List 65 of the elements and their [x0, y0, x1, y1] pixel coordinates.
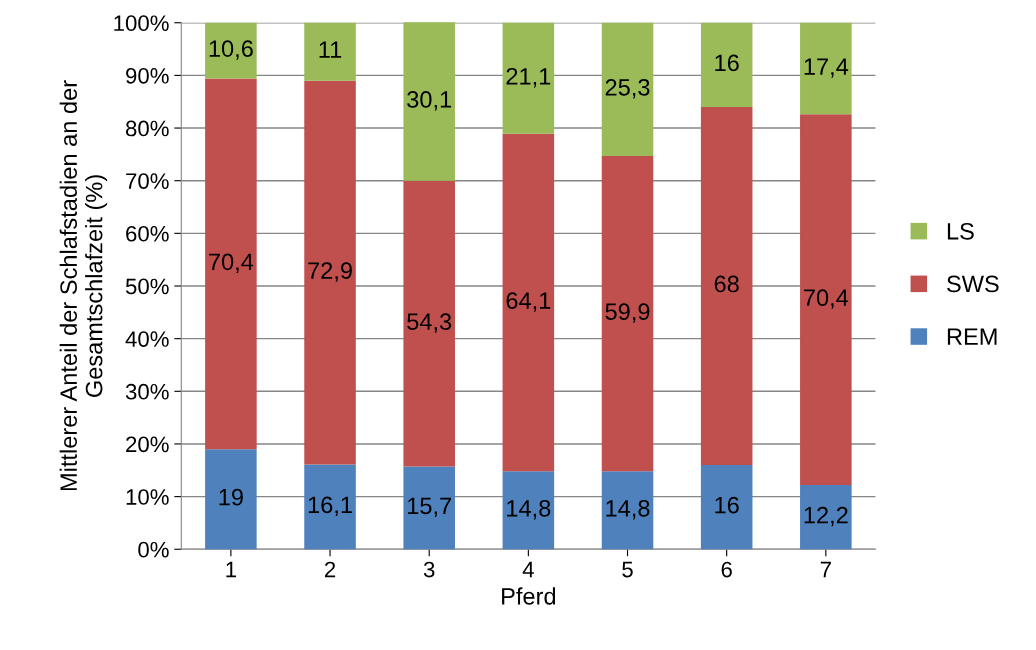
bar	[601, 471, 654, 550]
x-axis-title: Pferd	[502, 587, 556, 605]
data-label: 16	[715, 54, 739, 72]
y-tick-label: 30%	[125, 383, 169, 400]
y-tick-label: 90%	[126, 67, 169, 84]
bar	[601, 155, 654, 472]
bar	[304, 464, 356, 550]
data-label: 16	[715, 496, 739, 514]
y-tick-label: 40%	[125, 331, 169, 347]
bar	[205, 78, 257, 450]
bar	[502, 22, 555, 134]
data-label: 15,7	[408, 497, 451, 518]
data-label: 25,3	[605, 78, 650, 99]
legend-label: SWS	[947, 275, 999, 293]
data-label: 68	[714, 275, 739, 293]
data-label: 17,4	[804, 58, 849, 78]
bar	[700, 106, 753, 466]
bar	[304, 80, 356, 465]
x-tick-label: 1	[226, 561, 236, 578]
bar	[304, 22, 356, 81]
y-tick-label: 70%	[126, 173, 169, 189]
x-tick-label: 3	[423, 561, 435, 578]
bar	[800, 114, 852, 486]
x-tick-label: 5	[622, 561, 633, 578]
data-label: 30,1	[407, 91, 452, 111]
y-tick-label: 60%	[126, 225, 169, 242]
y-tick-label: 20%	[126, 436, 169, 453]
y-tick-label: 100%	[114, 15, 169, 32]
y-tick-label: 50%	[125, 278, 169, 295]
bar	[800, 22, 852, 115]
data-label: 64,1	[506, 292, 551, 312]
x-tick-label: 7	[820, 561, 831, 578]
bar	[601, 22, 654, 156]
data-label: 54,3	[407, 313, 452, 333]
data-label: 16,1	[308, 496, 352, 516]
data-label: 10,6	[209, 40, 253, 60]
bar	[800, 485, 852, 550]
y-tick-label: 10%	[126, 489, 169, 505]
data-label: 21,1	[506, 67, 551, 88]
x-tick-label: 2	[324, 561, 336, 578]
bar	[403, 466, 455, 550]
bar	[403, 22, 455, 181]
bar	[403, 180, 455, 467]
bar	[700, 22, 753, 107]
bar	[502, 133, 555, 472]
data-label: 70,4	[209, 253, 254, 274]
data-label: 14,8	[507, 499, 551, 520]
y-tick-label: 0%	[138, 541, 169, 558]
x-tick-label: 4	[522, 561, 534, 578]
legend-label: LS	[947, 222, 974, 240]
bar	[205, 22, 257, 79]
bar	[205, 449, 257, 550]
x-tick-label: 6	[721, 561, 732, 578]
y-tick-label: 80%	[125, 120, 169, 137]
bar	[502, 471, 555, 550]
y-axis-title: Mittlerer Anteil der Schlafstadien an der Gesamtschlafzeit (%)	[59, 80, 108, 491]
data-label: 11	[319, 41, 342, 58]
data-label: 19	[219, 488, 243, 506]
data-label: 72,9	[308, 262, 352, 282]
data-label: 14,8	[606, 499, 650, 520]
legend-label: REM	[947, 328, 997, 345]
data-label: 70,4	[804, 289, 849, 309]
data-label: 59,9	[605, 303, 650, 323]
data-label: 12,2	[804, 506, 848, 527]
bar	[700, 465, 753, 550]
